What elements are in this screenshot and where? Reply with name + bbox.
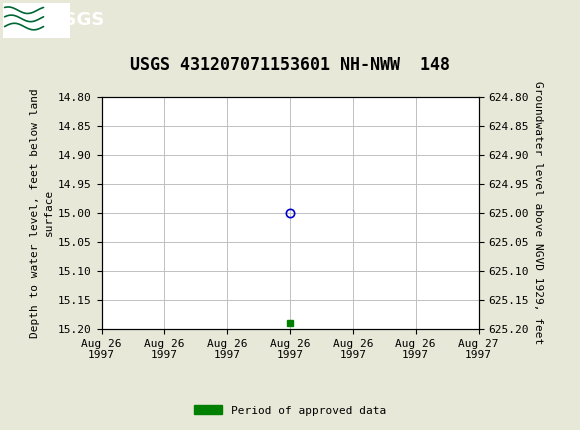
Text: USGS 431207071153601 NH-NWW  148: USGS 431207071153601 NH-NWW 148 (130, 55, 450, 74)
Y-axis label: Groundwater level above NGVD 1929, feet: Groundwater level above NGVD 1929, feet (533, 81, 543, 344)
Text: USGS: USGS (49, 12, 104, 29)
Y-axis label: Depth to water level, feet below land
surface: Depth to water level, feet below land su… (30, 88, 54, 338)
Legend: Period of approved data: Period of approved data (190, 401, 390, 420)
